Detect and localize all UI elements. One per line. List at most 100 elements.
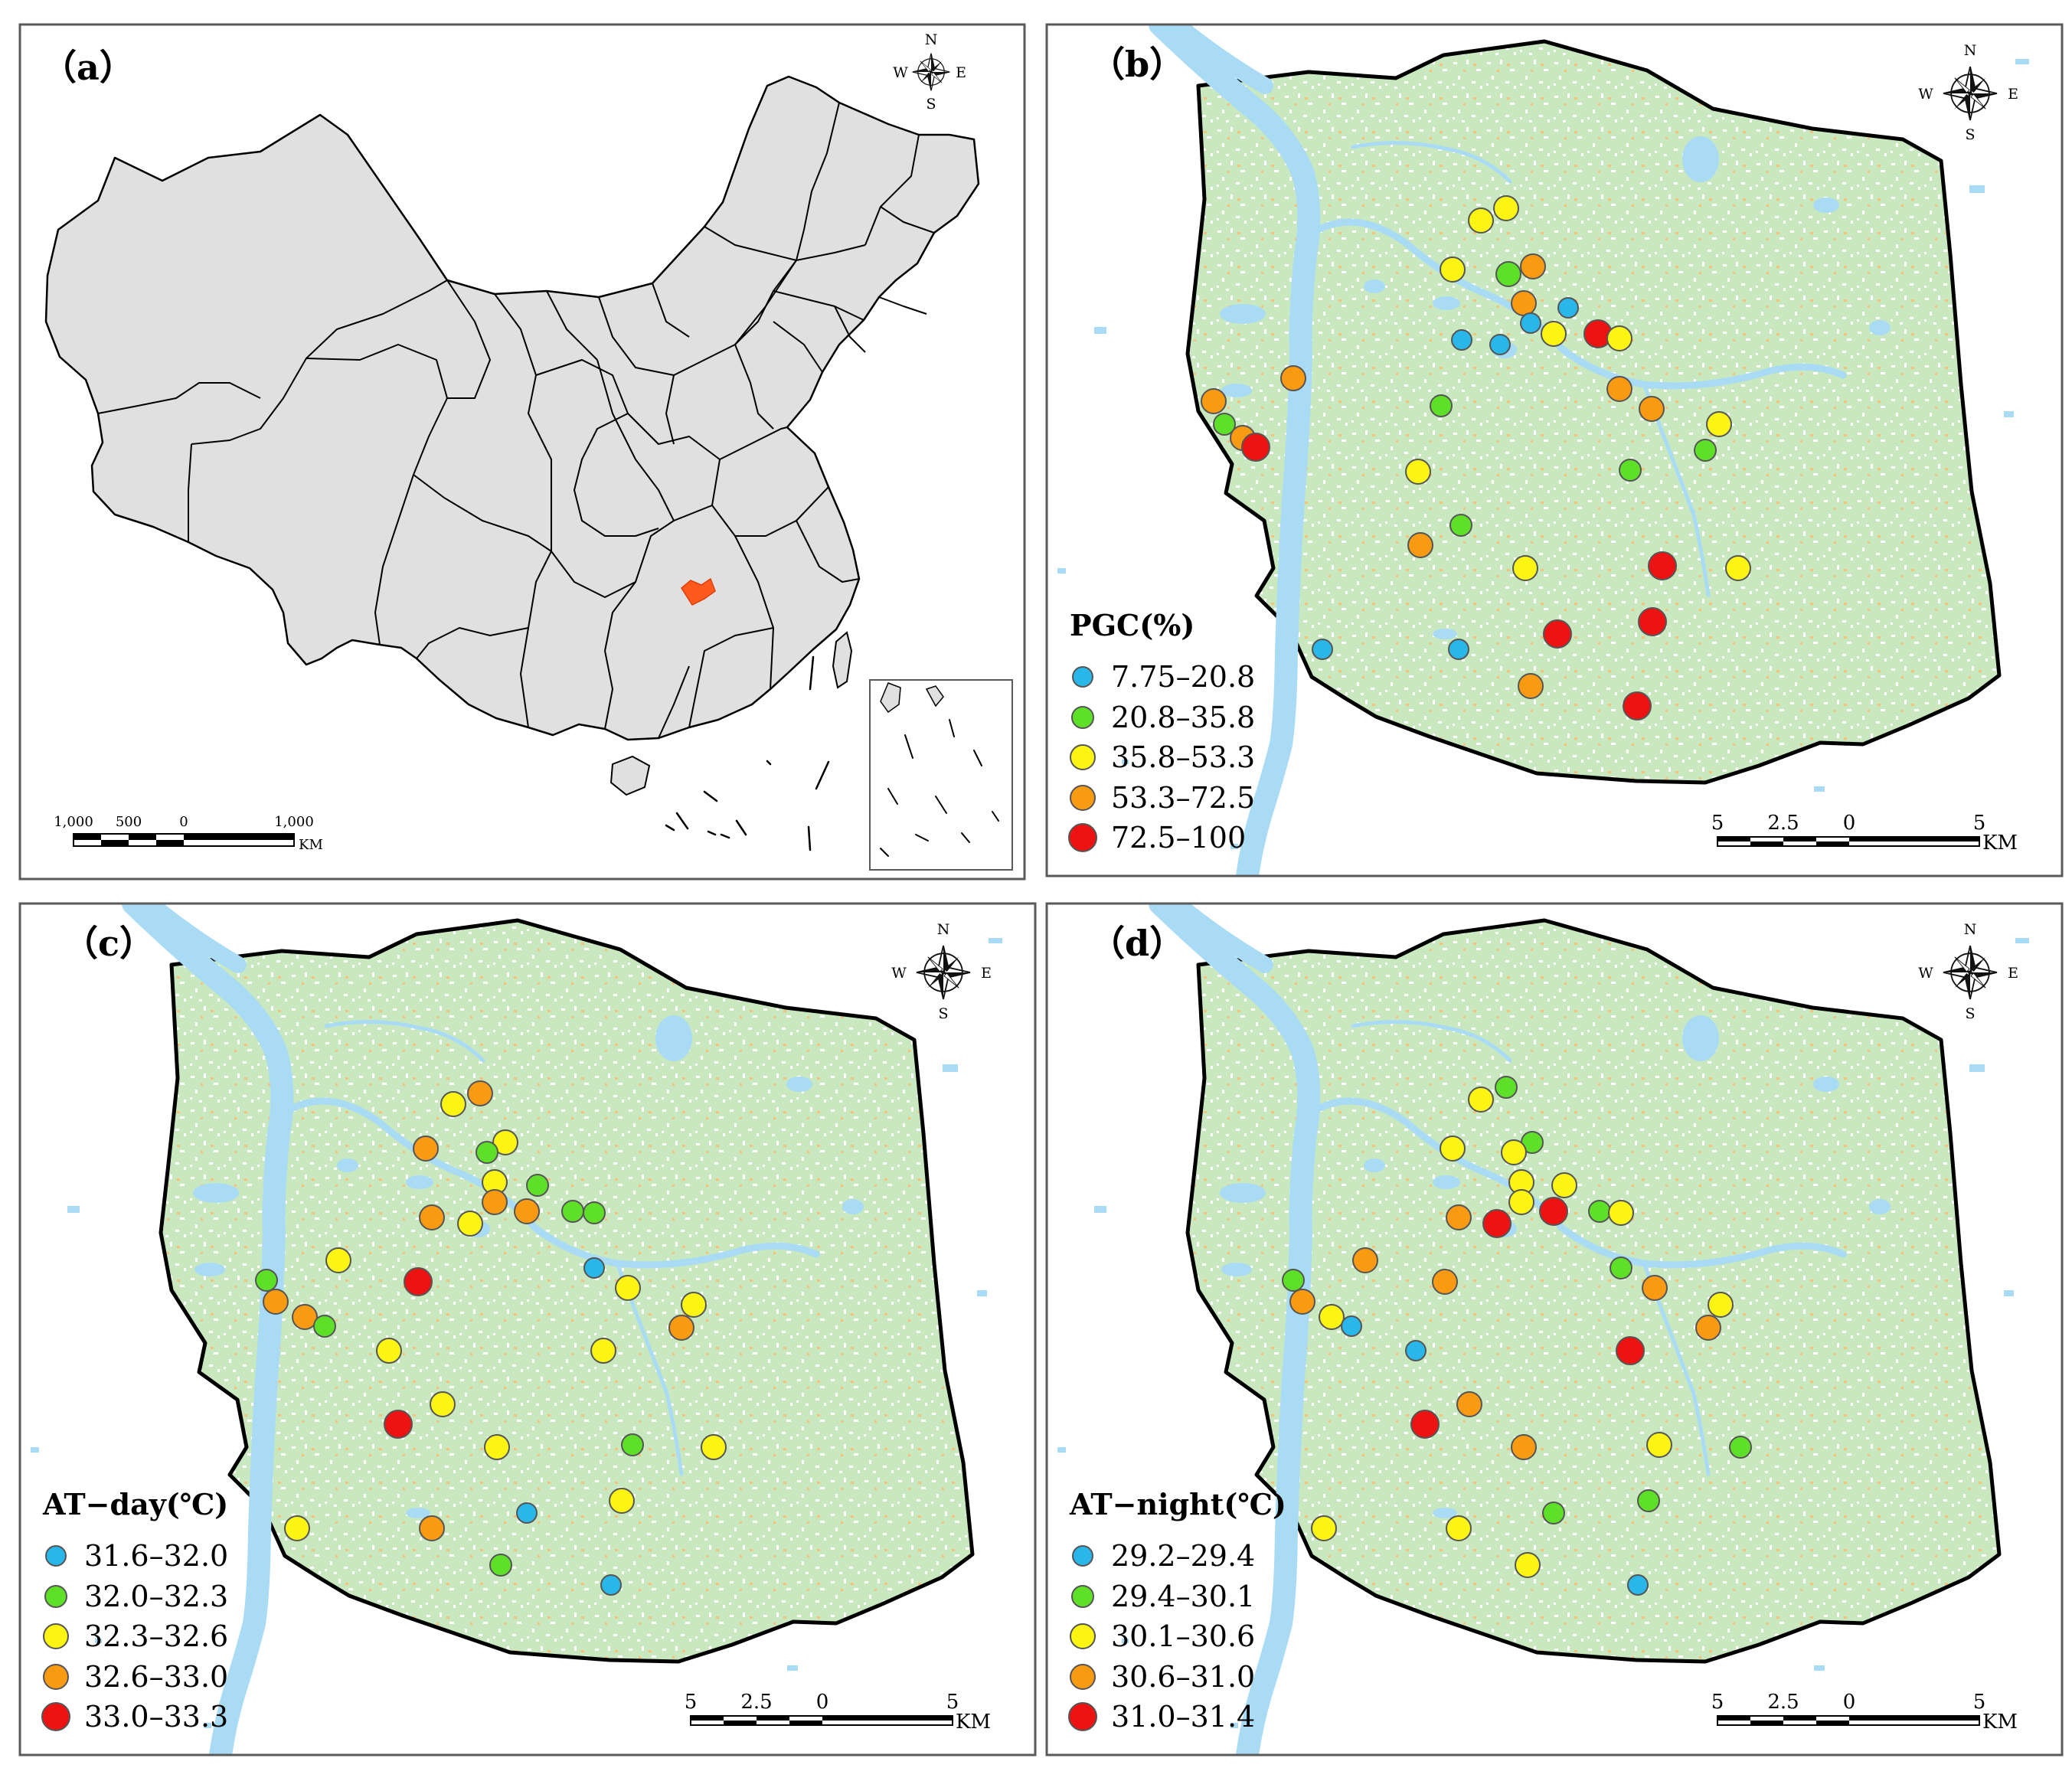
station-marker[interactable]: [1501, 1139, 1527, 1165]
station-marker[interactable]: [1213, 413, 1236, 436]
station-marker[interactable]: [1639, 396, 1665, 422]
station-marker[interactable]: [1493, 195, 1519, 221]
station-marker[interactable]: [1642, 1275, 1668, 1301]
station-marker[interactable]: [1201, 388, 1227, 414]
station-marker[interactable]: [1312, 639, 1333, 660]
station-marker[interactable]: [1508, 1189, 1534, 1215]
station-marker[interactable]: [1543, 619, 1572, 649]
station-marker[interactable]: [583, 1201, 606, 1224]
station-marker[interactable]: [313, 1315, 336, 1338]
station-marker[interactable]: [1695, 1315, 1721, 1341]
station-marker[interactable]: [1694, 439, 1717, 462]
station-marker[interactable]: [1551, 1172, 1577, 1198]
station-marker[interactable]: [1407, 532, 1433, 558]
station-marker[interactable]: [1468, 208, 1494, 234]
station-marker[interactable]: [1489, 334, 1511, 355]
station-marker[interactable]: [384, 1410, 413, 1439]
station-marker[interactable]: [284, 1515, 310, 1541]
station-marker[interactable]: [1648, 551, 1677, 580]
station-marker[interactable]: [1616, 1336, 1645, 1365]
station-marker[interactable]: [482, 1189, 508, 1215]
station-marker[interactable]: [1289, 1289, 1315, 1315]
station-marker[interactable]: [514, 1198, 540, 1224]
station-marker[interactable]: [467, 1080, 493, 1106]
station-marker[interactable]: [1482, 1209, 1512, 1238]
station-marker[interactable]: [1511, 290, 1537, 316]
station-marker[interactable]: [1241, 433, 1270, 462]
station-marker[interactable]: [489, 1554, 512, 1577]
station-marker[interactable]: [1446, 1204, 1472, 1230]
station-marker[interactable]: [1627, 1574, 1649, 1596]
station-marker[interactable]: [583, 1257, 605, 1279]
station-marker[interactable]: [263, 1289, 289, 1315]
station-marker[interactable]: [484, 1434, 510, 1460]
station-marker[interactable]: [1520, 253, 1546, 279]
station-marker[interactable]: [430, 1391, 456, 1417]
station-marker[interactable]: [325, 1247, 351, 1273]
station-marker[interactable]: [1311, 1515, 1337, 1541]
station-marker[interactable]: [404, 1267, 433, 1296]
station-marker[interactable]: [1511, 1434, 1537, 1460]
station-marker[interactable]: [1449, 514, 1472, 537]
station-marker[interactable]: [1557, 297, 1579, 319]
station-marker[interactable]: [590, 1338, 616, 1364]
station-marker[interactable]: [255, 1269, 278, 1292]
station-marker[interactable]: [1430, 394, 1453, 417]
station-marker[interactable]: [1495, 1076, 1518, 1099]
station-marker[interactable]: [1606, 325, 1632, 351]
station-marker[interactable]: [1619, 459, 1642, 482]
station-marker[interactable]: [1725, 555, 1751, 581]
station-marker[interactable]: [419, 1204, 445, 1230]
station-marker[interactable]: [681, 1292, 707, 1318]
station-marker[interactable]: [1708, 1292, 1734, 1318]
station-marker[interactable]: [292, 1304, 318, 1330]
station-marker[interactable]: [1646, 1432, 1672, 1458]
station-marker[interactable]: [1542, 1502, 1565, 1524]
station-marker[interactable]: [621, 1433, 644, 1456]
station-marker[interactable]: [1405, 459, 1431, 485]
station-marker[interactable]: [526, 1174, 549, 1197]
station-marker[interactable]: [609, 1488, 635, 1514]
station-marker[interactable]: [1456, 1391, 1482, 1417]
station-marker[interactable]: [1319, 1304, 1345, 1330]
station-marker[interactable]: [1410, 1410, 1440, 1439]
station-marker[interactable]: [1446, 1515, 1472, 1541]
station-marker[interactable]: [1610, 1257, 1632, 1279]
station-marker[interactable]: [1608, 1200, 1634, 1226]
station-marker[interactable]: [1512, 555, 1538, 581]
station-marker[interactable]: [516, 1502, 538, 1524]
station-marker[interactable]: [668, 1315, 694, 1341]
station-marker[interactable]: [440, 1091, 466, 1117]
station-marker[interactable]: [561, 1200, 584, 1223]
station-marker[interactable]: [1541, 321, 1567, 347]
station-marker[interactable]: [376, 1338, 402, 1364]
station-marker[interactable]: [1518, 673, 1544, 699]
station-marker[interactable]: [1623, 691, 1652, 721]
station-marker[interactable]: [1520, 312, 1541, 334]
station-marker[interactable]: [476, 1141, 498, 1164]
station-marker[interactable]: [1729, 1436, 1752, 1459]
station-marker[interactable]: [1405, 1340, 1427, 1361]
station-marker[interactable]: [419, 1515, 445, 1541]
station-marker[interactable]: [1282, 1269, 1305, 1292]
station-marker[interactable]: [1606, 376, 1632, 402]
station-marker[interactable]: [1440, 1136, 1466, 1162]
station-marker[interactable]: [615, 1275, 641, 1301]
station-marker[interactable]: [457, 1211, 483, 1237]
station-marker[interactable]: [1588, 1200, 1611, 1223]
station-marker[interactable]: [1341, 1315, 1362, 1337]
station-marker[interactable]: [1468, 1087, 1494, 1113]
station-marker[interactable]: [701, 1434, 727, 1460]
station-marker[interactable]: [1451, 329, 1472, 351]
station-marker[interactable]: [1440, 257, 1466, 283]
station-marker[interactable]: [413, 1136, 439, 1162]
station-marker[interactable]: [1280, 365, 1306, 391]
station-marker[interactable]: [1638, 607, 1667, 636]
station-marker[interactable]: [1515, 1552, 1541, 1578]
station-marker[interactable]: [1352, 1247, 1378, 1273]
station-marker[interactable]: [1448, 639, 1469, 660]
station-marker[interactable]: [1637, 1489, 1660, 1512]
station-marker[interactable]: [492, 1129, 518, 1155]
station-marker[interactable]: [600, 1574, 622, 1596]
station-marker[interactable]: [1495, 261, 1521, 287]
